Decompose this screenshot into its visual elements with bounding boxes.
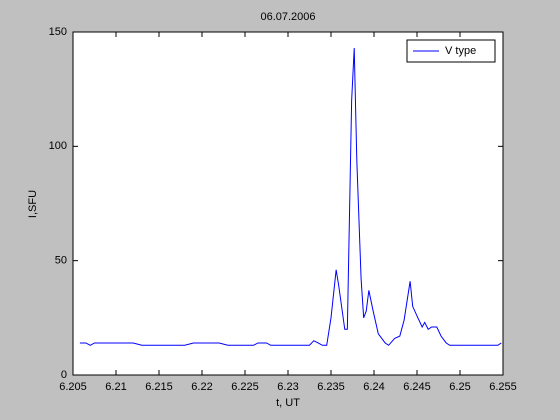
x-tick-label: 6.225 [231,381,259,393]
chart-title: 06.07.2006 [260,11,315,23]
y-tick-label: 50 [55,255,67,267]
x-tick-label: 6.255 [489,381,517,393]
x-tick-label: 6.235 [317,381,345,393]
y-tick-label: 0 [61,369,67,381]
plot-area [72,31,504,376]
line [79,47,502,346]
x-tick-label: 6.23 [277,381,298,393]
legend-box [406,39,496,63]
x-tick-label: 6.205 [59,381,87,393]
x-tick-label: 6.25 [449,381,470,393]
x-tick-label: 6.215 [145,381,173,393]
x-tick-label: 6.245 [403,381,431,393]
x-tick-label: 6.22 [191,381,212,393]
x-tick-label: 6.24 [363,381,384,393]
y-tick-label: 150 [49,26,67,38]
legend-label: V type [445,45,476,57]
x-axis-label: t, UT [276,397,300,409]
x-tick-label: 6.21 [105,381,126,393]
y-axis-label: I,SFU [27,190,39,218]
y-tick-label: 100 [49,140,67,152]
